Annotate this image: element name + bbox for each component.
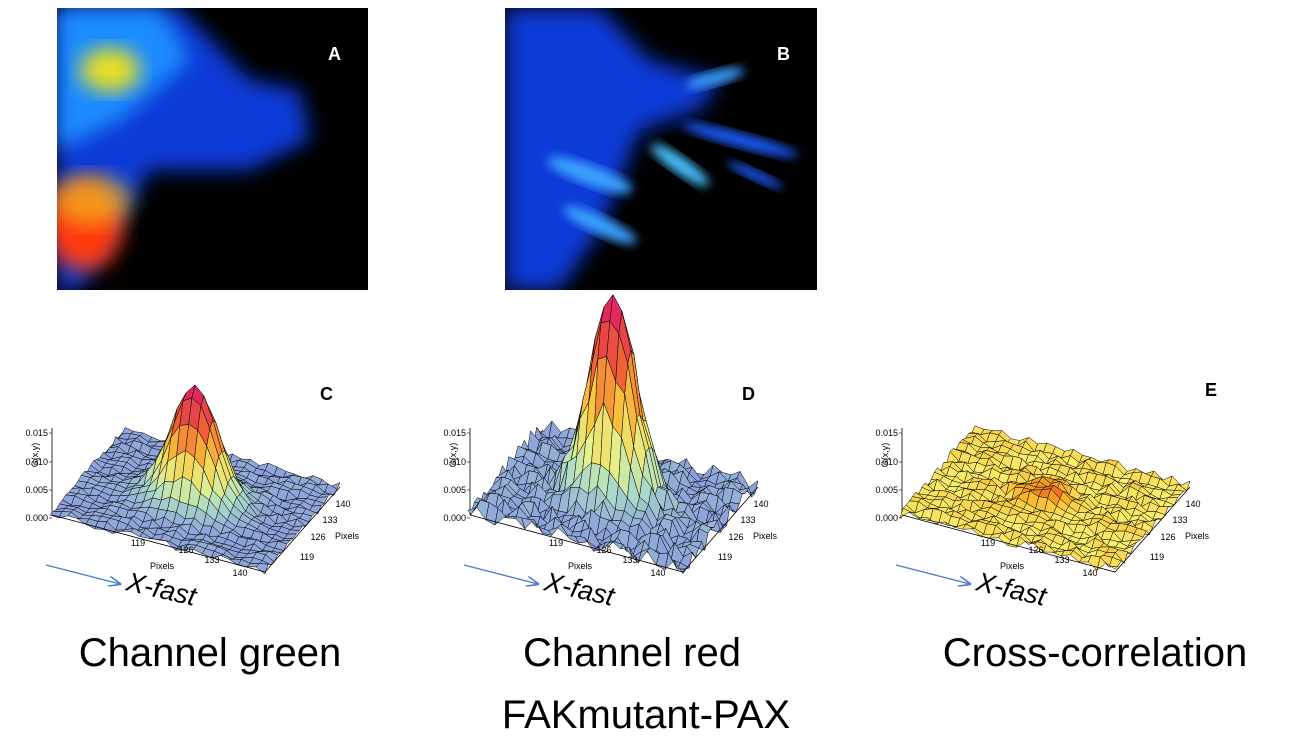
surface-plot: 0.015 0.010 0.005 0.000 G(x,y) 119 126 133 140 Pi… (25, 384, 359, 675)
panel-label: C (320, 384, 333, 404)
z-tick-label: 0.015 (25, 428, 48, 438)
x-axis-label: Pixels (568, 561, 593, 571)
y-tick-label: 133 (1172, 515, 1187, 525)
direction-label: X-fast (123, 566, 201, 612)
surface-cell (1105, 562, 1119, 570)
z-tick-label: 0.005 (443, 485, 466, 495)
image-a (57, 8, 368, 290)
y-tick-label: 119 (1150, 552, 1164, 562)
direction-arrow (463, 564, 538, 584)
floor-edge (901, 486, 1191, 573)
y-tick-label: 133 (322, 515, 337, 525)
x-tick-label: 119 (981, 538, 995, 548)
image-b (505, 8, 817, 290)
surface-plot: 0.015 0.010 0.005 0.000 G(x,y) 119 126 133 140 Pi… (875, 380, 1247, 675)
y-tick-label: 119 (300, 552, 314, 562)
x-tick-label: 133 (204, 555, 219, 565)
y-axis-label: Pixels (753, 531, 778, 541)
surface-cell (673, 560, 687, 575)
x-tick-label: 119 (549, 538, 563, 548)
z-tick-label: 0.000 (875, 513, 898, 523)
z-axis-label: G(x,y) (880, 443, 890, 468)
z-tick-label: 0.010 (875, 457, 898, 467)
floor-edge (51, 486, 341, 573)
caption: Channel green (79, 631, 341, 675)
y-tick-label: 126 (1160, 532, 1175, 542)
z-tick-label: 0.010 (443, 457, 466, 467)
direction-arrow (45, 564, 120, 584)
x-tick-label: 140 (1082, 568, 1097, 578)
y-tick-label: 126 (728, 532, 743, 542)
y-tick-label: 126 (310, 532, 325, 542)
y-tick-label: 140 (753, 499, 768, 509)
x-axis-label: Pixels (1000, 561, 1025, 571)
panel-label: B (777, 44, 790, 64)
x-tick-label: 133 (622, 555, 637, 565)
surface-cell (255, 563, 269, 575)
y-axis-label: Pixels (1185, 531, 1210, 541)
x-axis-label: Pixels (150, 561, 175, 571)
x-tick-label: 133 (1054, 555, 1069, 565)
y-tick-label: 140 (1185, 499, 1200, 509)
caption: Cross-correlation (943, 631, 1248, 675)
direction-label: X-fast (541, 566, 619, 612)
panel-label: E (1205, 380, 1217, 400)
y-tick-label: 140 (335, 499, 350, 509)
z-tick-label: 0.015 (443, 428, 466, 438)
panel-label: D (742, 384, 755, 404)
surface-plot: 0.015 0.010 0.005 0.000 G(x,y) 119 126 133 140 Pi… (443, 293, 778, 675)
x-tick-label: 126 (1028, 545, 1043, 555)
y-axis-label: Pixels (335, 531, 360, 541)
floor-edge (469, 486, 759, 573)
panel-label: A (328, 44, 341, 64)
direction-label: X-fast (973, 566, 1051, 612)
y-tick-label: 133 (740, 515, 755, 525)
y-tick-label: 119 (718, 552, 732, 562)
x-tick-label: 140 (650, 568, 665, 578)
x-tick-label: 126 (178, 545, 193, 555)
figure-title: FAKmutant-PAX (502, 693, 790, 737)
z-tick-label: 0.000 (443, 513, 466, 523)
z-tick-label: 0.000 (25, 513, 48, 523)
x-tick-label: 140 (232, 568, 247, 578)
z-axis-label: G(x,y) (30, 443, 40, 468)
z-tick-label: 0.010 (25, 457, 48, 467)
x-tick-label: 126 (596, 545, 611, 555)
z-tick-label: 0.005 (875, 485, 898, 495)
z-axis-label: G(x,y) (448, 443, 458, 468)
caption: Channel red (523, 631, 741, 675)
z-tick-label: 0.015 (875, 428, 898, 438)
x-tick-label: 119 (131, 538, 145, 548)
z-tick-label: 0.005 (25, 485, 48, 495)
direction-arrow (895, 564, 970, 584)
